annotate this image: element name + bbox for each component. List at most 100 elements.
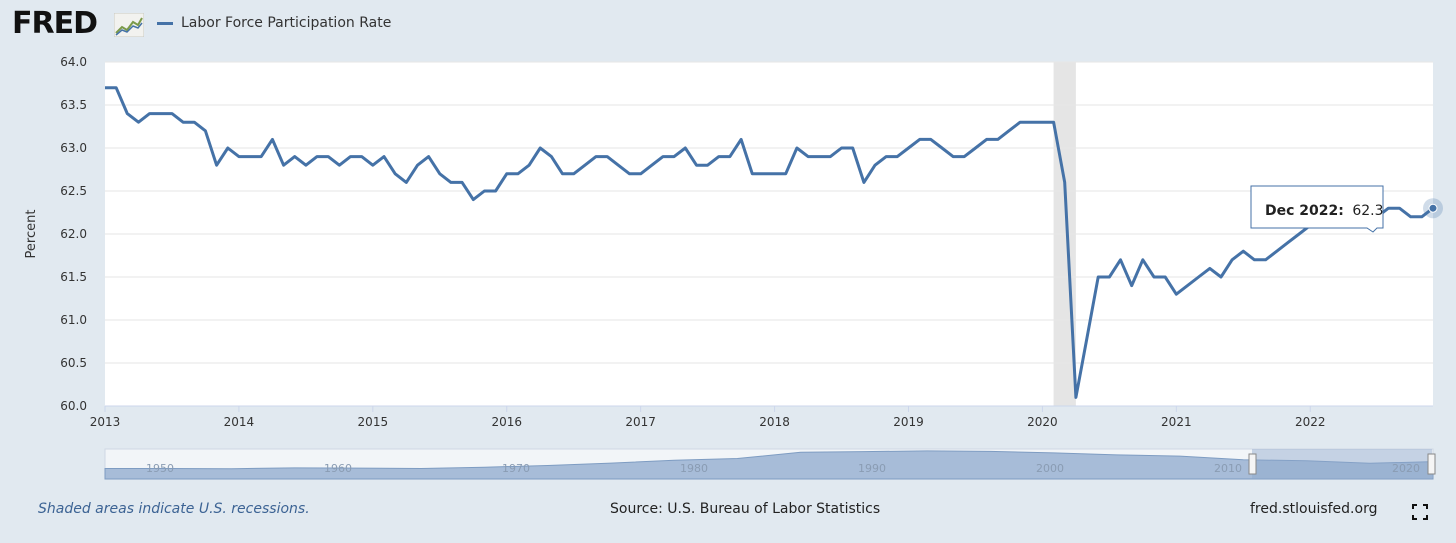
data-point[interactable] bbox=[583, 164, 586, 167]
fullscreen-icon[interactable] bbox=[1412, 504, 1428, 520]
data-point[interactable] bbox=[1264, 258, 1267, 261]
data-point[interactable] bbox=[1052, 121, 1055, 124]
data-point[interactable] bbox=[717, 155, 720, 158]
data-point[interactable] bbox=[896, 155, 899, 158]
data-point[interactable] bbox=[148, 112, 151, 115]
data-point[interactable] bbox=[1253, 258, 1256, 261]
data-point[interactable] bbox=[572, 172, 575, 175]
data-point[interactable] bbox=[416, 164, 419, 167]
data-point[interactable] bbox=[1041, 121, 1044, 124]
data-point[interactable] bbox=[851, 147, 854, 150]
data-point[interactable] bbox=[996, 138, 999, 141]
data-point[interactable] bbox=[1141, 258, 1144, 261]
data-point[interactable] bbox=[684, 147, 687, 150]
data-point[interactable] bbox=[382, 155, 385, 158]
data-point[interactable] bbox=[1153, 276, 1156, 279]
data-point[interactable] bbox=[528, 164, 531, 167]
hover-point[interactable] bbox=[1428, 203, 1438, 213]
data-point[interactable] bbox=[617, 164, 620, 167]
data-point[interactable] bbox=[539, 147, 542, 150]
data-point[interactable] bbox=[1097, 276, 1100, 279]
data-point[interactable] bbox=[170, 112, 173, 115]
navigator-left-handle[interactable] bbox=[1248, 453, 1257, 475]
data-point[interactable] bbox=[773, 172, 776, 175]
data-point[interactable] bbox=[874, 164, 877, 167]
data-point[interactable] bbox=[304, 164, 307, 167]
data-point[interactable] bbox=[293, 155, 296, 158]
data-point[interactable] bbox=[1398, 207, 1401, 210]
series-line[interactable] bbox=[105, 86, 1434, 399]
data-point[interactable] bbox=[226, 147, 229, 150]
data-point[interactable] bbox=[1298, 233, 1301, 236]
data-point[interactable] bbox=[338, 164, 341, 167]
data-point[interactable] bbox=[405, 181, 408, 184]
data-point[interactable] bbox=[963, 155, 966, 158]
data-point[interactable] bbox=[795, 147, 798, 150]
data-point[interactable] bbox=[182, 121, 185, 124]
data-point[interactable] bbox=[1275, 250, 1278, 253]
data-point[interactable] bbox=[1409, 215, 1412, 218]
data-point[interactable] bbox=[1197, 276, 1200, 279]
data-point[interactable] bbox=[1387, 207, 1390, 210]
data-point[interactable] bbox=[1286, 241, 1289, 244]
data-point[interactable] bbox=[237, 155, 240, 158]
fred-logo[interactable]: FRED bbox=[12, 6, 98, 41]
data-point[interactable] bbox=[807, 155, 810, 158]
data-point[interactable] bbox=[1231, 258, 1234, 261]
data-point[interactable] bbox=[249, 155, 252, 158]
series-layer[interactable] bbox=[104, 86, 1444, 399]
data-point[interactable] bbox=[1063, 181, 1066, 184]
legend[interactable]: Labor Force Participation Rate bbox=[157, 15, 391, 31]
data-point[interactable] bbox=[427, 155, 430, 158]
data-point[interactable] bbox=[104, 86, 107, 89]
data-point[interactable] bbox=[159, 112, 162, 115]
navigator[interactable]: 1950 1960 1970 1980 1990 2000 2010 2020 bbox=[104, 448, 1436, 480]
navigator-selected-range[interactable] bbox=[1252, 449, 1432, 479]
data-point[interactable] bbox=[494, 190, 497, 193]
data-point[interactable] bbox=[606, 155, 609, 158]
data-point[interactable] bbox=[840, 147, 843, 150]
data-point[interactable] bbox=[316, 155, 319, 158]
data-point[interactable] bbox=[360, 155, 363, 158]
data-point[interactable] bbox=[918, 138, 921, 141]
site-link[interactable]: fred.stlouisfed.org bbox=[1250, 501, 1378, 517]
data-point[interactable] bbox=[1074, 396, 1077, 399]
data-point[interactable] bbox=[862, 181, 865, 184]
data-point[interactable] bbox=[650, 164, 653, 167]
data-point[interactable] bbox=[550, 155, 553, 158]
navigator-right-handle[interactable] bbox=[1427, 453, 1436, 475]
data-point[interactable] bbox=[1019, 121, 1022, 124]
data-point[interactable] bbox=[204, 129, 207, 132]
data-point[interactable] bbox=[639, 172, 642, 175]
data-point[interactable] bbox=[516, 172, 519, 175]
data-point[interactable] bbox=[394, 172, 397, 175]
data-point[interactable] bbox=[751, 172, 754, 175]
data-point[interactable] bbox=[695, 164, 698, 167]
data-point[interactable] bbox=[762, 172, 765, 175]
data-point[interactable] bbox=[1242, 250, 1245, 253]
data-point[interactable] bbox=[818, 155, 821, 158]
data-point[interactable] bbox=[1130, 284, 1133, 287]
data-point[interactable] bbox=[449, 181, 452, 184]
data-point[interactable] bbox=[137, 121, 140, 124]
data-point[interactable] bbox=[1175, 293, 1178, 296]
data-point[interactable] bbox=[1007, 129, 1010, 132]
data-point[interactable] bbox=[740, 138, 743, 141]
data-point[interactable] bbox=[505, 172, 508, 175]
data-point[interactable] bbox=[461, 181, 464, 184]
data-point[interactable] bbox=[282, 164, 285, 167]
data-point[interactable] bbox=[974, 147, 977, 150]
data-point[interactable] bbox=[1186, 284, 1189, 287]
data-point[interactable] bbox=[472, 198, 475, 201]
data-point[interactable] bbox=[438, 172, 441, 175]
data-point[interactable] bbox=[1420, 215, 1423, 218]
data-point[interactable] bbox=[706, 164, 709, 167]
data-point[interactable] bbox=[940, 147, 943, 150]
data-point[interactable] bbox=[371, 164, 374, 167]
data-point[interactable] bbox=[1208, 267, 1211, 270]
data-point[interactable] bbox=[483, 190, 486, 193]
data-point[interactable] bbox=[1086, 336, 1089, 339]
data-point[interactable] bbox=[985, 138, 988, 141]
data-point[interactable] bbox=[271, 138, 274, 141]
data-point[interactable] bbox=[561, 172, 564, 175]
